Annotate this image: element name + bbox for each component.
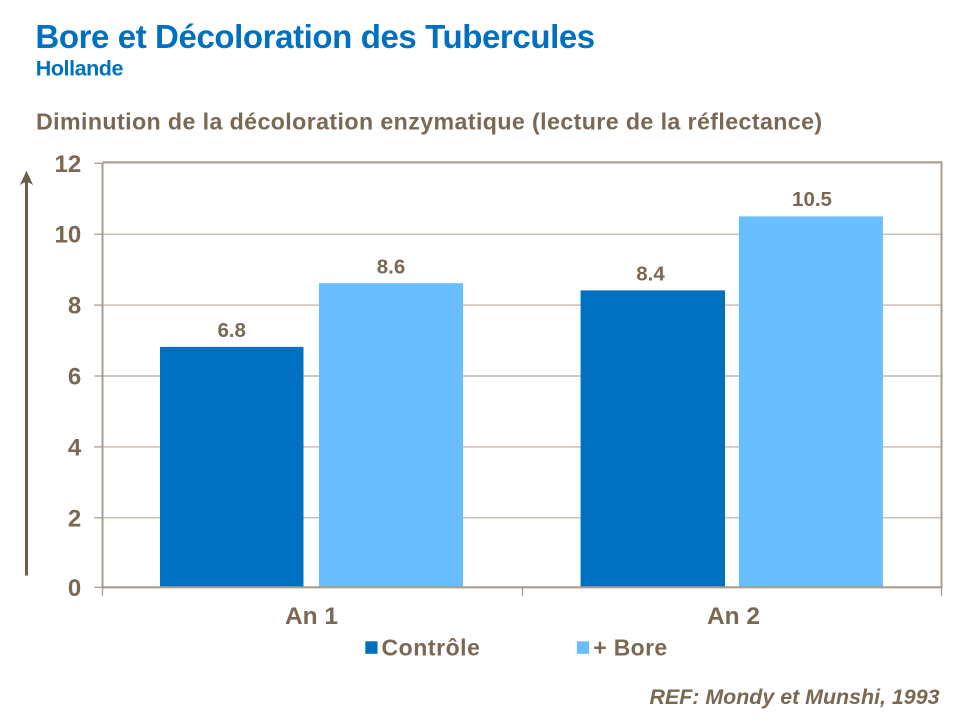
svg-text:6: 6 [68,364,81,391]
svg-text:6.8: 6.8 [217,319,246,342]
svg-text:An 1: An 1 [285,603,338,630]
svg-text:2: 2 [68,505,81,532]
svg-text:Contrôle: Contrôle [382,635,481,661]
svg-text:10: 10 [54,222,81,249]
svg-text:12: 12 [54,151,81,178]
svg-text:8.6: 8.6 [377,255,406,278]
svg-text:Bore et Décoloration des Tuber: Bore et Décoloration des Tubercules [35,18,594,55]
svg-text:8: 8 [68,293,81,320]
svg-text:Hollande: Hollande [36,56,124,80]
svg-text:An 2: An 2 [707,603,760,630]
svg-text:10.5: 10.5 [792,188,832,211]
svg-text:Diminution de la décoloration: Diminution de la décoloration enzymatiqu… [36,109,823,135]
svg-text:0: 0 [68,575,81,602]
svg-text:+ Bore: + Bore [593,635,667,661]
svg-text:4: 4 [68,434,82,461]
svg-text:REF: Mondy et Munshi, 1993: REF: Mondy et Munshi, 1993 [650,685,940,709]
svg-text:8.4: 8.4 [636,263,665,286]
